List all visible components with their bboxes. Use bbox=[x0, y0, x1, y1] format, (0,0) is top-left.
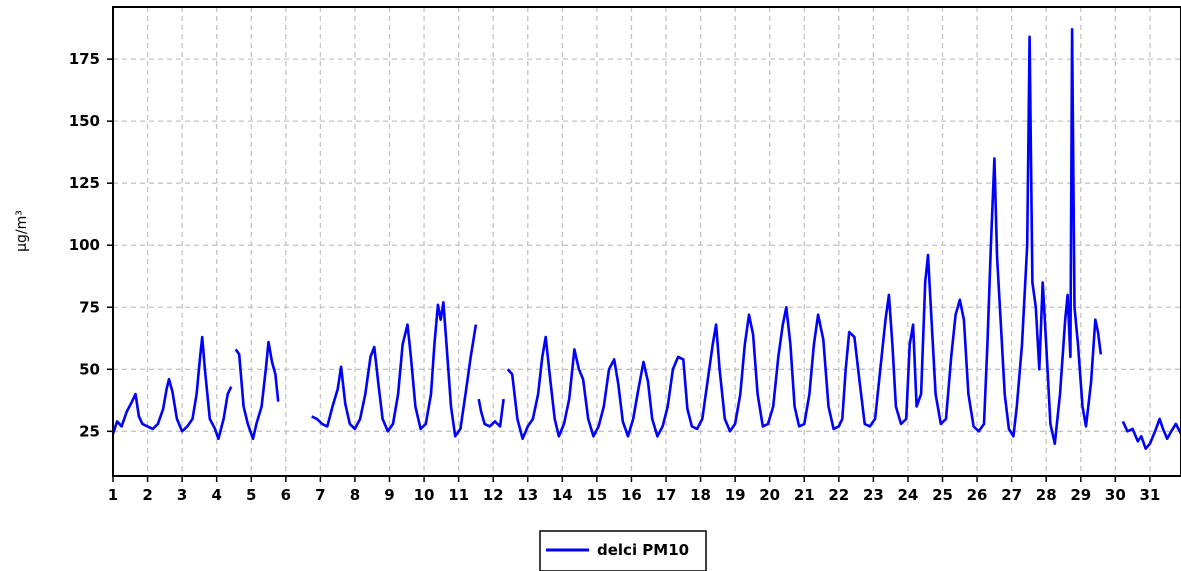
x-tick-label: 14 bbox=[552, 486, 573, 504]
y-axis: 25 50 75 100 125 150 175 bbox=[69, 50, 113, 440]
y-tick-label: 50 bbox=[79, 360, 100, 378]
y-tick-label: 75 bbox=[79, 298, 100, 316]
x-tick-label: 19 bbox=[725, 486, 746, 504]
x-tick-label: 22 bbox=[828, 486, 849, 504]
x-tick-label: 20 bbox=[759, 486, 780, 504]
plot-frame bbox=[112, 6, 1181, 477]
x-tick-label: 5 bbox=[246, 486, 256, 504]
x-axis: 1 2 3 4 5 6 7 8 9 10 11 12 13 14 15 16 17 18 19 20 21 22 23 24 2… bbox=[108, 476, 1160, 504]
series-line-segment bbox=[1121, 417, 1181, 451]
x-tick-label: 26 bbox=[967, 486, 988, 504]
x-tick-label: 4 bbox=[211, 486, 221, 504]
y-tick-label: 100 bbox=[69, 236, 100, 254]
x-tick-label: 18 bbox=[690, 486, 711, 504]
x-tick-label: 23 bbox=[863, 486, 884, 504]
y-axis-label: µg/m³ bbox=[14, 210, 30, 252]
y-tick-label: 150 bbox=[69, 112, 100, 130]
x-tick-label: 1 bbox=[108, 486, 118, 504]
series-layer bbox=[111, 27, 1181, 451]
x-tick-label: 29 bbox=[1070, 486, 1091, 504]
x-tick-label: 13 bbox=[517, 486, 538, 504]
y-tick-label: 25 bbox=[79, 422, 100, 440]
x-tick-label: 25 bbox=[932, 486, 953, 504]
x-tick-label: 30 bbox=[1105, 486, 1126, 504]
x-tick-label: 3 bbox=[177, 486, 187, 504]
series-line-segment bbox=[506, 27, 1103, 446]
series-line-segment bbox=[477, 398, 505, 428]
x-tick-label: 12 bbox=[483, 486, 504, 504]
grid bbox=[113, 7, 1181, 476]
x-tick-label: 27 bbox=[1001, 486, 1022, 504]
y-tick-label: 175 bbox=[69, 50, 100, 68]
x-tick-label: 7 bbox=[315, 486, 325, 504]
legend-label: delci PM10 bbox=[597, 541, 689, 559]
x-tick-label: 21 bbox=[794, 486, 815, 504]
x-tick-label: 16 bbox=[621, 486, 642, 504]
x-tick-label: 31 bbox=[1139, 486, 1160, 504]
x-tick-label: 11 bbox=[448, 486, 469, 504]
series-line-segment bbox=[111, 335, 233, 441]
x-tick-label: 2 bbox=[142, 486, 152, 504]
x-tick-label: 24 bbox=[898, 486, 919, 504]
x-tick-label: 17 bbox=[656, 486, 677, 504]
series-line-segment bbox=[234, 340, 280, 441]
x-tick-label: 15 bbox=[586, 486, 607, 504]
legend: delci PM10 bbox=[539, 530, 707, 571]
x-tick-label: 10 bbox=[414, 486, 435, 504]
x-tick-label: 6 bbox=[281, 486, 291, 504]
x-tick-label: 28 bbox=[1036, 486, 1057, 504]
y-tick-label: 125 bbox=[69, 174, 100, 192]
series-line-segment bbox=[311, 300, 478, 438]
x-tick-label: 8 bbox=[350, 486, 360, 504]
x-tick-label: 9 bbox=[384, 486, 394, 504]
